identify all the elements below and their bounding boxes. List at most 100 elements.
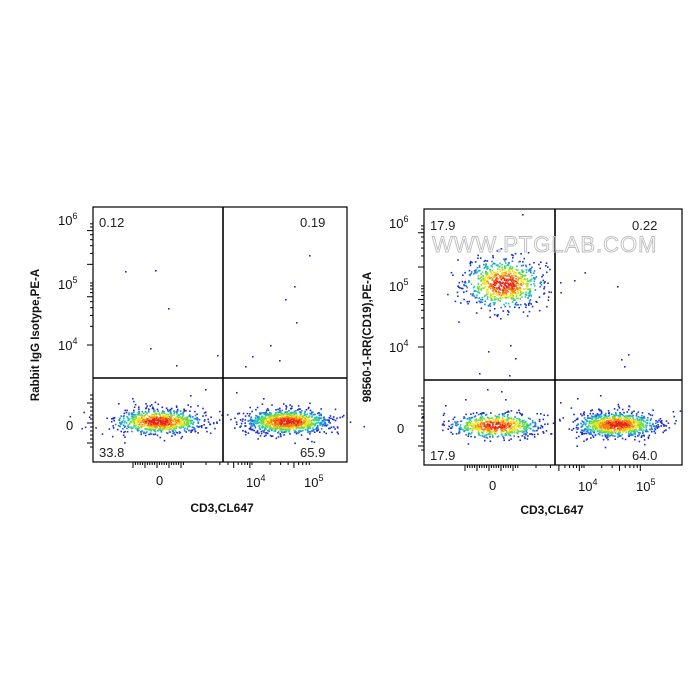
- event-dot: [523, 431, 525, 433]
- event-dot: [521, 274, 524, 277]
- event-dot: [649, 428, 651, 431]
- event-dot: [485, 413, 488, 416]
- event-dot: [182, 426, 185, 428]
- event-dot: [640, 424, 643, 427]
- event-dot: [515, 283, 517, 286]
- event-dot: [159, 429, 161, 432]
- event-dot: [517, 280, 519, 283]
- event-dot: [492, 296, 494, 298]
- event-dot: [480, 284, 483, 286]
- event-dot: [466, 423, 468, 426]
- event-dot: [507, 433, 510, 436]
- event-dot: [618, 416, 620, 418]
- event-dot: [480, 289, 483, 291]
- event-dot: [113, 419, 115, 422]
- event-dot: [487, 282, 490, 285]
- event-dot: [201, 425, 203, 427]
- event-dot: [524, 437, 526, 440]
- event-dot: [154, 401, 157, 404]
- event-dot: [599, 420, 602, 422]
- event-dot: [473, 295, 476, 297]
- event-dot: [274, 421, 277, 424]
- event-dot: [170, 414, 172, 416]
- event-dot: [480, 273, 482, 275]
- event-dot: [598, 408, 600, 411]
- event-dot: [140, 416, 143, 418]
- event-dot: [637, 422, 639, 425]
- event-dot: [633, 424, 636, 426]
- event-dot: [456, 291, 459, 294]
- event-dot: [278, 425, 281, 428]
- event-dot: [139, 418, 141, 420]
- event-dot: [642, 417, 644, 419]
- event-dot: [504, 266, 507, 269]
- event-dot: [264, 413, 267, 415]
- event-dot: [493, 262, 495, 265]
- event-dot: [486, 431, 488, 434]
- event-dot: [173, 411, 176, 414]
- event-dot: [577, 423, 579, 425]
- event-dot: [620, 426, 623, 428]
- event-dot: [529, 424, 531, 426]
- event-dot: [525, 287, 528, 290]
- event-dot: [475, 412, 478, 414]
- event-dot: [639, 425, 641, 427]
- event-dot: [527, 283, 529, 285]
- event-dot: [492, 288, 494, 290]
- event-dot: [282, 418, 284, 421]
- event-dot: [175, 419, 177, 422]
- event-dot: [250, 425, 252, 428]
- event-dot: [282, 413, 285, 416]
- event-dot: [519, 260, 521, 263]
- event-dot: [507, 310, 509, 312]
- event-dot: [158, 412, 161, 414]
- event-dot: [621, 429, 623, 432]
- event-dot: [468, 421, 470, 423]
- event-dot: [320, 408, 322, 410]
- event-dot: [131, 430, 133, 433]
- event-dot: [309, 425, 311, 427]
- event-dot: [300, 413, 302, 416]
- event-dot: [483, 425, 485, 428]
- event-dot: [158, 424, 161, 426]
- event-dot: [488, 420, 491, 422]
- event-dot: [123, 417, 125, 419]
- event-dot: [295, 426, 298, 429]
- event-dot: [271, 417, 274, 419]
- event-dot: [156, 416, 158, 418]
- event-dot: [513, 290, 515, 293]
- event-dot: [516, 276, 519, 279]
- event-dot: [483, 283, 486, 285]
- event-dot: [501, 289, 503, 291]
- quadrant-label-bottom-right: 65.9: [300, 445, 325, 460]
- event-dot: [130, 427, 133, 430]
- event-dot: [295, 428, 298, 430]
- event-dot: [494, 301, 496, 304]
- event-dot: [463, 416, 465, 418]
- event-dot: [642, 430, 644, 433]
- event-dot: [598, 430, 601, 432]
- event-dot: [497, 290, 500, 293]
- event-dot: [478, 425, 481, 428]
- event-dot: [193, 417, 196, 420]
- event-dot: [484, 278, 486, 281]
- event-dot: [585, 439, 588, 441]
- event-dot: [156, 408, 159, 411]
- event-dot: [285, 405, 287, 407]
- event-dot: [521, 423, 524, 425]
- event-dot: [519, 275, 522, 278]
- event-dot: [504, 412, 507, 414]
- event-dot: [627, 417, 630, 420]
- event-dot: [643, 416, 645, 419]
- event-dot: [469, 422, 472, 424]
- event-dot: [265, 418, 267, 420]
- event-dot: [193, 428, 195, 431]
- event-dot: [595, 417, 598, 419]
- event-dot: [264, 425, 267, 428]
- event-dot: [133, 400, 135, 403]
- event-dot: [155, 419, 158, 422]
- quadrant-label-top-left: 0.12: [99, 215, 124, 230]
- event-dot: [611, 420, 613, 423]
- event-dot: [263, 419, 265, 421]
